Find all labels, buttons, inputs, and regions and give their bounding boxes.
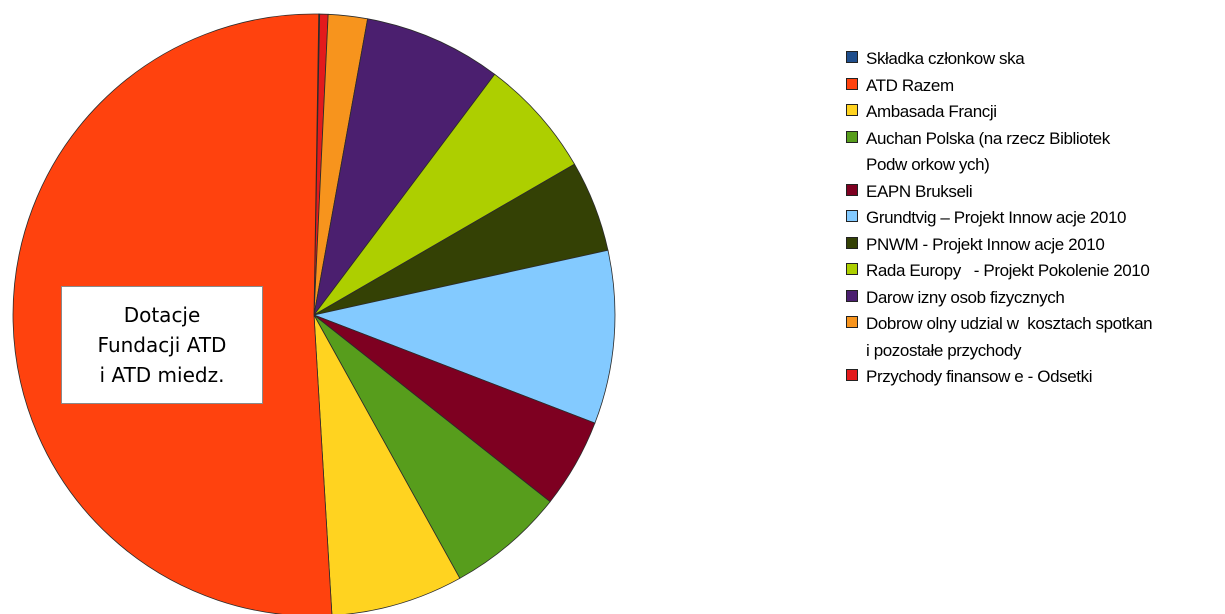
legend-label: Darow izny osob fizycznych [866, 287, 1065, 307]
legend-item: EAPN Brukseli [846, 179, 1221, 206]
legend-swatch [846, 236, 858, 249]
pie-slice [313, 73, 576, 316]
annotation-box: Dotacje Fundacji ATD i ATD miedz. [61, 286, 263, 404]
annotation-line-2: Fundacji ATD [97, 333, 227, 357]
legend-swatch [846, 263, 858, 275]
legend: Składka członkow ska ATD Razem Ambasada … [846, 46, 1221, 391]
legend-swatch [846, 130, 858, 143]
pie-slice [313, 314, 551, 579]
pie-slice [312, 249, 616, 424]
legend-swatch [846, 289, 858, 302]
legend-label: ATD Razem [866, 75, 954, 95]
legend-label: Rada Europy - Projekt Pokolenie 2010 [866, 261, 1150, 280]
legend-swatch [846, 51, 858, 63]
legend-label: EAPN Brukseli [866, 181, 973, 201]
legend-swatch [846, 104, 858, 116]
legend-label: Auchan Polska (na rzecz Bibliotek Podw o… [866, 128, 1110, 175]
legend-swatch [846, 316, 858, 328]
legend-item: Darow izny osob fizycznych [846, 285, 1221, 312]
legend-label: Przychody finansow e - Odsetki [866, 367, 1093, 386]
legend-label: Składka członkow ska [866, 49, 1025, 68]
legend-swatch [846, 369, 858, 381]
legend-label: Dobrow olny udzial w kosztach spotkan i … [866, 314, 1153, 360]
annotation-line-3: i ATD miedz. [99, 363, 225, 387]
pie-slice [313, 314, 461, 614]
legend-item: Rada Europy - Projekt Pokolenie 2010 [846, 258, 1221, 285]
legend-item: Grundtvig – Projekt Innow acje 2010 [846, 205, 1221, 232]
annotation-line-1: Dotacje [123, 303, 201, 327]
legend-swatch [846, 183, 858, 196]
legend-label: Ambasada Francji [866, 102, 997, 121]
legend-item: Dobrow olny udzial w kosztach spotkan i … [846, 311, 1221, 364]
legend-item: PNWM - Projekt Innow acje 2010 [846, 232, 1221, 259]
legend-label: Grundtvig – Projekt Innow acje 2010 [866, 208, 1127, 227]
legend-item: Przychody finansow e - Odsetki [846, 364, 1221, 391]
pie-slice [313, 18, 496, 316]
legend-item: Ambasada Francji [846, 99, 1221, 126]
legend-item: ATD Razem [846, 73, 1221, 100]
legend-swatch [846, 210, 858, 222]
legend-label: PNWM - Projekt Innow acje 2010 [866, 234, 1105, 254]
legend-item: Auchan Polska (na rzecz Bibliotek Podw o… [846, 126, 1221, 179]
legend-item: Składka członkow ska [846, 46, 1221, 73]
legend-swatch [846, 77, 858, 90]
